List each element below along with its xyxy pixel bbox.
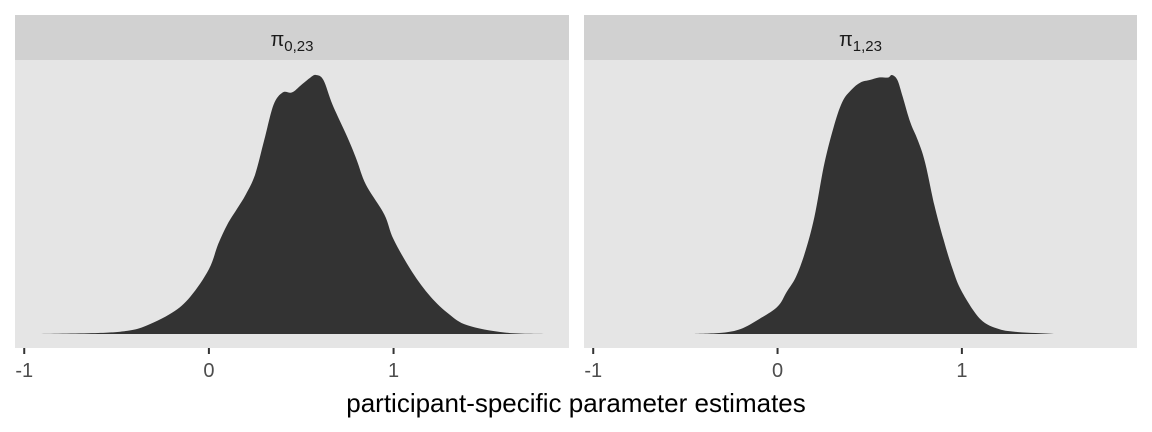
x-axis-title: participant-specific parameter estimates [346, 388, 806, 418]
x-tick-label: 0 [203, 360, 214, 382]
facet-strip-label-1: π1,23 [839, 29, 882, 55]
facet-panels: π0,23-1 0 1π1,23-1 0 1 [15, 15, 1137, 382]
x-tick-label: 0 [772, 360, 783, 382]
strip-label-symbol: π [270, 29, 284, 51]
facet-strip-0 [15, 15, 569, 60]
density-area-0 [39, 74, 549, 334]
strip-label-subscript: 1,23 [853, 38, 882, 55]
strip-label-symbol: π [839, 29, 853, 51]
density-area-1 [694, 74, 1054, 334]
x-tick-label: 1 [956, 360, 967, 382]
x-tick-label: -1 [15, 360, 33, 382]
x-tick-label: -1 [584, 360, 602, 382]
facet-strip-1 [584, 15, 1137, 60]
facet-strip-label-0: π0,23 [270, 29, 313, 55]
x-tick-label: 1 [388, 360, 399, 382]
strip-label-subscript: 0,23 [284, 38, 313, 55]
